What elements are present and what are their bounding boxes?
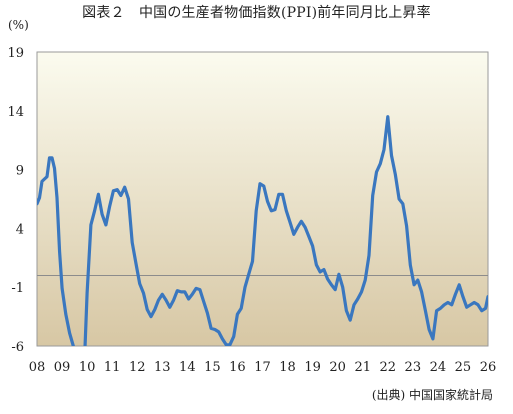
ppi-series-line	[37, 115, 488, 346]
x-tick-label: 08	[29, 360, 46, 375]
y-tick-label: 4	[16, 222, 24, 237]
x-tick-label: 23	[405, 360, 422, 375]
x-tick-label: 10	[79, 360, 96, 375]
x-tick-label: 24	[430, 360, 447, 375]
x-tick-label: 21	[354, 360, 371, 375]
x-tick-label: 14	[179, 360, 196, 375]
y-tick-label: -6	[11, 340, 24, 355]
x-tick-label: 09	[54, 360, 71, 375]
x-tick-label: 13	[154, 360, 171, 375]
plot-area	[36, 51, 489, 347]
y-axis-unit-label: (%)	[8, 18, 29, 32]
y-tick-label: 19	[7, 46, 24, 61]
x-tick-label: 26	[480, 360, 497, 375]
x-tick-label: 25	[455, 360, 472, 375]
x-tick-label: 11	[104, 360, 121, 375]
x-tick-label: 17	[254, 360, 271, 375]
x-tick-label: 19	[304, 360, 321, 375]
x-tick-label: 22	[380, 360, 397, 375]
y-tick-label: 14	[7, 105, 24, 120]
chart-title: 図表２ 中国の生産者物価指数(PPI)前年同月比上昇率	[82, 5, 431, 21]
chart-source-note: (出典) 中国国家統計局	[371, 388, 493, 402]
y-tick-label: 9	[16, 164, 24, 179]
x-tick-label: 15	[204, 360, 221, 375]
x-tick-label: 16	[229, 360, 246, 375]
x-tick-label: 18	[279, 360, 296, 375]
x-tick-label: 20	[329, 360, 346, 375]
x-tick-label: 12	[129, 360, 146, 375]
y-tick-label: -1	[11, 281, 24, 296]
